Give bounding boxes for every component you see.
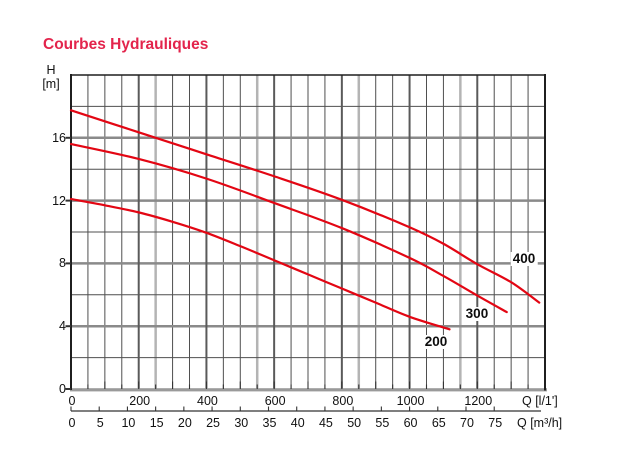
x-tick-label-lmin: 0 bbox=[68, 394, 76, 408]
x-tick-label-lmin: 1000 bbox=[396, 394, 425, 408]
y-tick-label: 0 bbox=[59, 382, 66, 396]
x-tick-label-m3h: 25 bbox=[206, 416, 221, 430]
x-tick-label-m3h: 30 bbox=[234, 416, 249, 430]
pump-curve-400 bbox=[69, 109, 541, 304]
x-tick-label-m3h: 10 bbox=[121, 416, 136, 430]
x-tick-label-m3h: 15 bbox=[149, 416, 164, 430]
x-tick-label-lmin: 800 bbox=[332, 394, 354, 408]
x-axis-m3h-unit-label: Q [m³/h] bbox=[517, 416, 563, 430]
pump-curve-300 bbox=[69, 142, 508, 314]
x-tick-label-m3h: 55 bbox=[375, 416, 390, 430]
x-tick-label-lmin: 600 bbox=[264, 394, 286, 408]
x-tick-label-m3h: 35 bbox=[262, 416, 277, 430]
curve-label-300: 300 bbox=[463, 305, 491, 321]
x-tick-label-m3h: 60 bbox=[403, 416, 418, 430]
x-tick-label-lmin: 200 bbox=[129, 394, 151, 408]
y-tick-label: 12 bbox=[52, 193, 66, 208]
x-axis-lmin-unit-label: Q [l/1'] bbox=[522, 394, 558, 408]
curve-label-400: 400 bbox=[510, 250, 538, 266]
x-tick-label-m3h: 75 bbox=[488, 416, 503, 430]
x-tick-label-m3h: 40 bbox=[290, 416, 305, 430]
chart-title: Courbes Hydrauliques bbox=[43, 36, 209, 53]
x-tick-label-m3h: 65 bbox=[431, 416, 446, 430]
x-tick-label-m3h: 45 bbox=[318, 416, 333, 430]
x-tick-label-m3h: 20 bbox=[177, 416, 192, 430]
y-tick-label: 4 bbox=[59, 319, 66, 334]
x-tick-label-m3h: 5 bbox=[96, 416, 104, 430]
pump-curve-200 bbox=[69, 197, 451, 331]
x-tick-label-m3h: 70 bbox=[460, 416, 474, 430]
curve-label-200: 200 bbox=[422, 333, 450, 349]
y-axis-unit-bracket: [m] bbox=[42, 77, 60, 91]
y-axis-unit-symbol: H bbox=[46, 63, 56, 77]
y-tick-label: 16 bbox=[52, 130, 66, 145]
x-tick-label-m3h: 0 bbox=[68, 416, 76, 430]
y-tick-label: 8 bbox=[59, 256, 66, 271]
x-tick-label-m3h: 50 bbox=[347, 416, 362, 430]
x-tick-label-lmin: 400 bbox=[196, 394, 218, 408]
x-tick-label-lmin: 1200 bbox=[464, 394, 493, 408]
